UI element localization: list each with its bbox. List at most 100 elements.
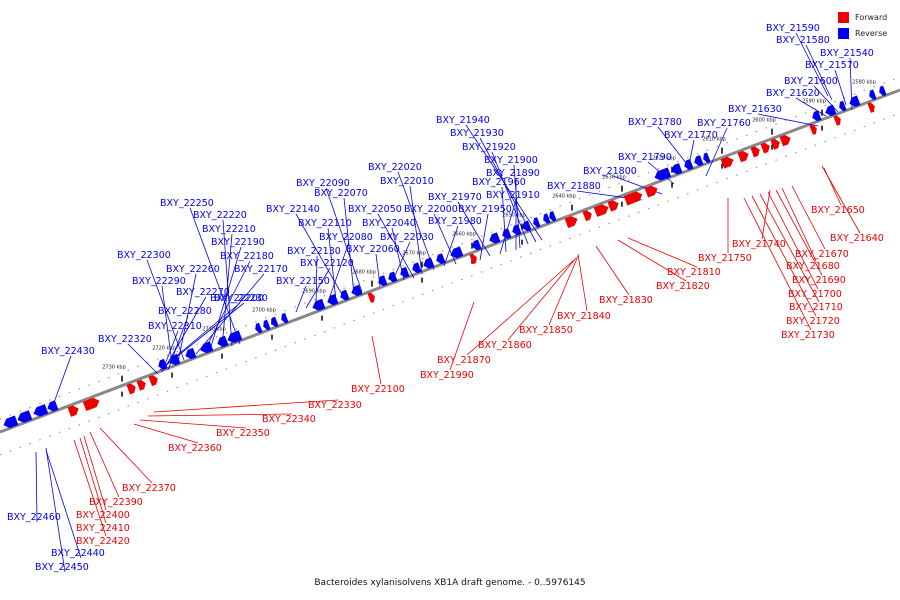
forward-gene-label: BXY_22410 — [76, 523, 130, 534]
label-connector — [221, 233, 233, 349]
reverse-gene-arrow — [502, 228, 512, 240]
label-connector — [795, 32, 829, 97]
reverse-gene-label: BXY_21880 — [547, 181, 601, 192]
label-connector — [325, 187, 363, 293]
scale-tick-label: 2660 kbp — [452, 232, 476, 238]
label-connector — [371, 335, 382, 385]
label-connector — [203, 260, 251, 353]
forward-gene-arrow — [750, 146, 760, 158]
legend-label-forward: Forward — [855, 12, 888, 22]
label-connector — [295, 285, 307, 313]
reverse-gene-arrow — [158, 358, 168, 370]
label-connector — [295, 213, 345, 299]
label-connector — [305, 267, 331, 309]
label-connector — [133, 423, 199, 444]
label-connector — [479, 213, 489, 261]
label-connector — [51, 355, 72, 409]
forward-gene-label: BXY_22390 — [89, 497, 143, 508]
reverse-gene-label: BXY_22230 — [214, 293, 268, 304]
label-connector — [73, 439, 107, 537]
label-connector — [397, 171, 435, 271]
reverse-gene-arrow — [351, 284, 363, 297]
label-connector — [165, 296, 207, 367]
reverse-gene-arrow — [839, 100, 847, 112]
forward-gene-label: BXY_21730 — [781, 330, 835, 341]
reverse-gene-label: BXY_22280 — [158, 306, 212, 317]
forward-gene-arrow — [623, 191, 643, 206]
reverse-gene-label: BXY_21910 — [486, 190, 540, 201]
reverse-gene-arrow — [33, 404, 49, 417]
reverse-gene-label: BXY_22010 — [380, 176, 434, 187]
legend-item-forward: Forward — [838, 9, 900, 25]
reverse-gene-arrow — [340, 289, 350, 301]
forward-gene-label: BXY_21680 — [786, 261, 840, 272]
label-connector — [775, 189, 823, 276]
reverse-gene-label: BXY_22080 — [319, 232, 373, 243]
reverse-swatch — [838, 27, 849, 39]
reverse-gene-label: BXY_21950 — [458, 204, 512, 215]
reverse-gene-label: BXY_22190 — [211, 237, 265, 248]
label-connector-lines — [35, 32, 861, 573]
forward-gene-arrow — [644, 185, 658, 198]
reverse-gene-label: BXY_21770 — [664, 130, 718, 141]
reverse-gene-arrow — [47, 400, 59, 412]
reverse-gene-label: BXY_22030 — [380, 232, 434, 243]
reverse-gene-arrow — [489, 232, 501, 244]
label-connector — [443, 225, 459, 267]
forward-gene-arrow — [779, 134, 791, 147]
reverse-gene-arrow — [671, 163, 683, 175]
label-connector — [343, 197, 355, 295]
forward-gene-label: BXY_21650 — [811, 205, 865, 216]
forward-gene-arrow — [126, 383, 136, 395]
reverse-gene-arrow — [849, 95, 861, 107]
forward-gene-label: BXY_22100 — [351, 384, 405, 395]
reverse-gene-arrow — [869, 89, 877, 100]
forward-gene-arrow — [720, 156, 734, 169]
reverse-gene-arrow — [227, 330, 243, 343]
label-connector — [759, 193, 820, 303]
reverse-gene-label: BXY_22440 — [51, 548, 105, 559]
label-connector — [499, 199, 517, 255]
reverse-gene-arrow — [533, 217, 541, 228]
label-connector — [466, 259, 575, 356]
reverse-gene-arrow — [812, 110, 822, 122]
reverse-gene-label: BXY_22140 — [266, 204, 320, 215]
scale-tick-label: 2590 kbp — [802, 99, 826, 105]
label-connector — [491, 151, 529, 245]
label-connector — [457, 201, 491, 257]
reverse-gene-label: BXY_21620 — [766, 88, 820, 99]
label-connector — [79, 437, 107, 524]
forward-gene-arrow — [833, 115, 841, 126]
forward-gene-label: BXY_21830 — [599, 295, 653, 306]
label-connector — [139, 419, 247, 429]
legend: Forward Reverse — [838, 9, 900, 41]
reverse-gene-arrow — [684, 158, 694, 170]
forward-gene-label: BXY_21810 — [667, 267, 721, 278]
reverse-gene-label: BXY_21630 — [728, 104, 782, 115]
reverse-gene-arrow — [3, 415, 19, 429]
reverse-gene-arrow — [450, 246, 464, 259]
genome-backbone — [0, 88, 900, 434]
forward-gene-label: BXY_22350 — [216, 428, 270, 439]
forward-gene-label: BXY_21670 — [795, 249, 849, 260]
reverse-gene-arrow — [522, 220, 532, 232]
forward-gene-label: BXY_21870 — [437, 355, 491, 366]
reverse-gene-label: BXY_22040 — [362, 218, 416, 229]
reverse-gene-arrow — [436, 253, 446, 265]
label-connector — [577, 253, 588, 312]
label-connector — [45, 447, 66, 573]
forward-gene-arrow — [867, 102, 875, 113]
label-connector — [761, 189, 771, 240]
reverse-gene-arrow — [512, 224, 522, 236]
forward-gene-arrow — [82, 397, 100, 412]
reverse-gene-label: BXY_21970 — [428, 192, 482, 203]
reverse-gene-arrow — [217, 335, 229, 347]
reverse-gene-arrow — [549, 211, 557, 222]
reverse-gene-label: BXY_22450 — [35, 562, 89, 573]
reverse-gene-label: BXY_22260 — [166, 264, 220, 275]
label-connector — [791, 185, 826, 250]
reverse-gene-label: BXY_22110 — [298, 218, 352, 229]
scale-tick-label: 2730 kbp — [102, 365, 126, 371]
